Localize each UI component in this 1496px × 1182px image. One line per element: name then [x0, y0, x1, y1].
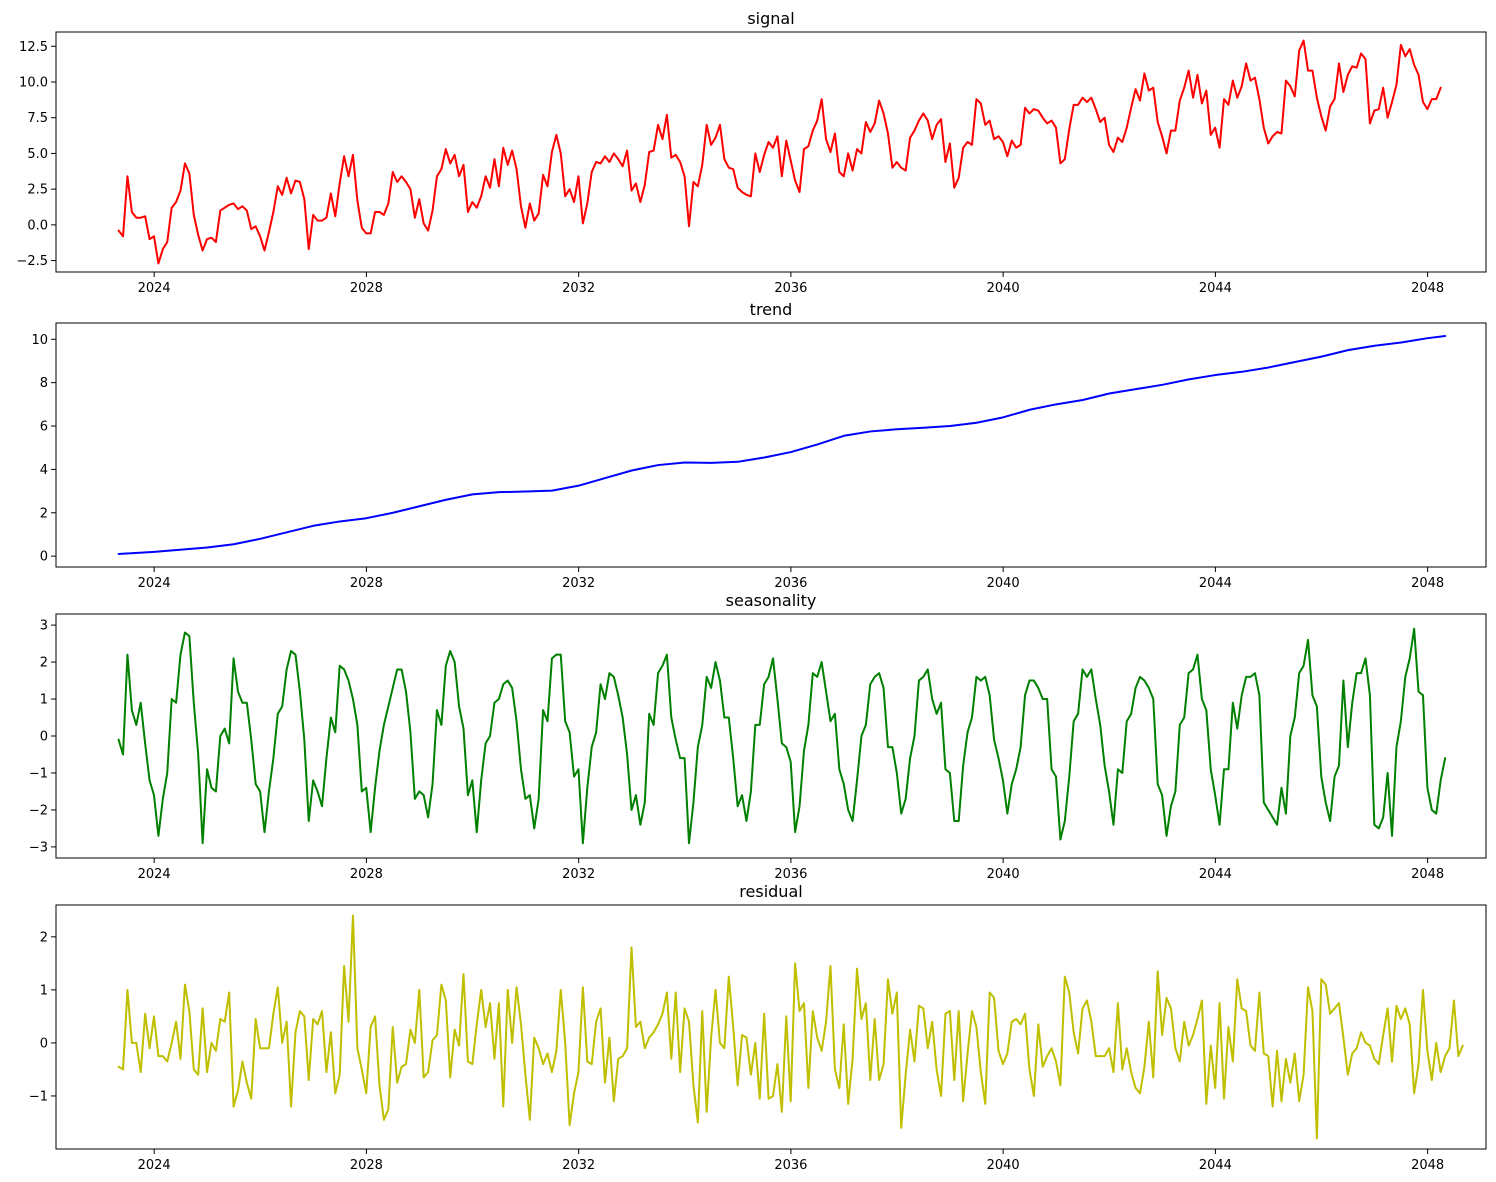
y-tick-label: −2: [29, 803, 48, 818]
x-tick-label: 2040: [987, 1158, 1020, 1173]
panel-trend: trend 2024 2028 2032 2036 2040 2044 2048 0 2 4 6 8 10: [31, 300, 1487, 591]
x-tick-label: 2044: [1199, 281, 1232, 296]
x-tick-label: 2024: [138, 576, 171, 591]
y-tick-label: 3: [40, 619, 48, 634]
chart-title-residual: residual: [739, 882, 802, 901]
y-tick-label: −1: [29, 766, 48, 781]
y-tick-label: 4: [40, 463, 48, 478]
y-tick-label: −1: [29, 1089, 48, 1104]
x-tick-label: 2032: [562, 576, 595, 591]
axes-frame-seasonality: [55, 613, 1487, 859]
x-tick-label: 2036: [774, 281, 807, 296]
y-tick-label: 2.5: [27, 183, 48, 198]
x-tick-label: 2048: [1411, 1158, 1444, 1173]
x-tick-label: 2032: [562, 281, 595, 296]
x-tick-label: 2044: [1199, 576, 1232, 591]
axes-frame-trend: [55, 322, 1487, 568]
y-tick-label: 1: [40, 983, 48, 998]
x-tick-label: 2040: [987, 281, 1020, 296]
chart-title-signal: signal: [747, 9, 794, 28]
y-tick-label: 10: [31, 333, 48, 348]
x-tick-label: 2048: [1411, 576, 1444, 591]
y-tick-label: 0.0: [27, 218, 48, 233]
x-tick-label: 2032: [562, 867, 595, 882]
y-tick-label: 10.0: [19, 76, 48, 91]
series-line-seasonality: [117, 627, 1447, 845]
x-tick-label: 2028: [350, 576, 383, 591]
x-tick-label: 2028: [350, 867, 383, 882]
y-tick-label: 5.0: [27, 147, 48, 162]
x-tick-label: 2024: [138, 867, 171, 882]
x-tick-label: 2036: [774, 576, 807, 591]
x-tick-label: 2040: [987, 867, 1020, 882]
panel-signal: signal 2024 2028 2032 2036 2040 2044 2048 −2.5 0.…: [16, 9, 1487, 296]
y-tick-label: 0: [40, 730, 48, 745]
x-tick-label: 2040: [987, 576, 1020, 591]
y-tick-label: 2: [40, 656, 48, 671]
x-tick-label: 2036: [774, 867, 807, 882]
axes-frame-signal: [55, 31, 1487, 273]
x-tick-label: 2032: [562, 1158, 595, 1173]
x-tick-label: 2028: [350, 281, 383, 296]
y-tick-label: 0: [40, 1036, 48, 1051]
panel-residual: residual 2024 2028 2032 2036 2040 2044 2048 −1 0 1…: [29, 882, 1487, 1173]
y-tick-label: 0: [40, 550, 48, 565]
y-tick-label: 8: [40, 376, 48, 391]
axes-frame-residual: [55, 904, 1487, 1150]
y-tick-label: 12.5: [19, 40, 48, 55]
y-tick-label: −3: [29, 840, 48, 855]
y-tick-label: 2: [40, 930, 48, 945]
chart-title-seasonality: seasonality: [726, 591, 817, 610]
series-line-residual: [117, 914, 1464, 1140]
y-tick-label: 7.5: [27, 111, 48, 126]
chart-title-trend: trend: [750, 300, 793, 319]
y-tick-label: 1: [40, 693, 48, 708]
x-tick-label: 2044: [1199, 867, 1232, 882]
x-tick-label: 2048: [1411, 281, 1444, 296]
series-line-trend: [117, 335, 1447, 555]
x-tick-label: 2044: [1199, 1158, 1232, 1173]
panel-seasonality: seasonality 2024 2028 2032 2036 2040 2044 2048 −…: [29, 591, 1487, 882]
x-tick-label: 2048: [1411, 867, 1444, 882]
y-tick-label: 2: [40, 506, 48, 521]
x-tick-label: 2036: [774, 1158, 807, 1173]
series-line-signal: [117, 39, 1442, 265]
y-tick-label: −2.5: [16, 254, 48, 269]
y-tick-label: 6: [40, 420, 48, 435]
x-tick-label: 2024: [138, 281, 171, 296]
x-tick-label: 2028: [350, 1158, 383, 1173]
x-tick-label: 2024: [138, 1158, 171, 1173]
